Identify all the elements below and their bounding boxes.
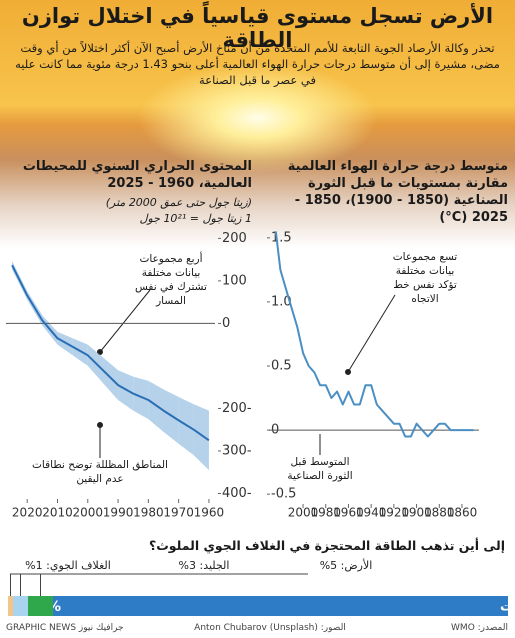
y-tick-label: 1.0 [271,294,292,309]
segment-label: المحيطات [500,600,515,615]
x-tick-label: 1880 [424,506,455,520]
leader [40,573,308,596]
line-chart: 1.51.00.50-0.520001980196019401920190018… [267,230,479,520]
x-tick-label: 1980 [310,506,341,520]
y-tick-label: 0.5 [271,359,292,374]
main-title: الأرض تسجل مستوى قياسياً في اختلال توازن… [21,4,494,52]
y-tick-label: 200 [222,231,247,246]
leader [10,573,30,596]
temp-title: متوسط درجة حرارة الهواء العالمية مقارنة … [287,159,508,225]
bar-segment [28,596,53,616]
credit: جرافيك نيوز GRAPHIC NEWS [6,623,124,633]
source: المصدر: WMO [451,623,508,633]
annotation: المتوسط قبل الثورة الصناعية [287,456,353,482]
x-tick-label: 1990 [103,506,134,520]
x-tick-label: 2000 [73,506,104,520]
ocean-note: 1 زيتا جول = 10²¹ جول [139,212,252,225]
data-line [11,264,210,442]
sunset-background [0,0,515,250]
x-tick-label: 2000 [288,506,319,520]
x-tick-label: 2020 [12,506,43,520]
y-tick-label: -0.5 [271,487,296,502]
bar-title: إلى أين تذهب الطاقة المحتجزة في الغلاف ا… [149,538,505,553]
y-tick-label: 200- [222,401,252,416]
stacked-bar: المحيطات91%الأرض: 5%الجليد: 3%الغلاف الج… [8,558,515,616]
y-tick-label: 300- [222,443,252,458]
y-tick-label: 100 [222,273,247,288]
ocean-subtitle: (زيتا جول حتى عمق 2000 متر) [105,196,252,209]
x-tick-label: 1970 [163,506,194,520]
leader [347,294,396,373]
x-tick-label: 1960 [194,506,225,520]
bar-segment [53,596,508,616]
leader-dot [345,369,351,375]
uncertainty-band [193,404,209,471]
bar-segment [13,596,28,616]
x-tick-label: 1960 [333,506,364,520]
data-line [274,231,474,438]
leader-dot [97,422,103,428]
leader [99,289,151,353]
x-tick-label: 1940 [356,506,387,520]
x-tick-label: 1900 [401,506,432,520]
photo-credit: الصور: Anton Chubarov (Unsplash) [194,623,346,633]
intro: تحذر وكالة الأرصاد الجوية التابعة للأمم … [15,41,500,87]
segment-label: الغلاف الجوي: 1% [25,559,111,572]
x-tick-label: 1980 [133,506,164,520]
x-tick-label: 1920 [379,506,410,520]
x-tick-label: 1860 [447,506,478,520]
y-tick-label: 0 [222,316,230,331]
ocean-title: المحتوى الحراري السنوي للمحيطات العالمية… [22,159,252,191]
annotation: المناطق المظللة توضح نطاقات عدم اليقين [32,459,168,485]
segment-label: الأرض: 5% [320,558,373,572]
segment-label: الجليد: 3% [179,559,230,572]
bar-segment [8,596,13,616]
annotation: تسع مجموعات بيانات مختلفة تؤكد نفس خط ال… [392,251,458,305]
y-tick-label: 1.5 [271,230,292,245]
annotation-leaders [97,289,396,458]
y-tick-label: 400- [222,486,252,501]
x-tick-label: 2010 [42,506,73,520]
leader [20,573,166,596]
annotation: أربع مجموعات بيانات مختلفة تشترك في نفس … [135,253,207,307]
leader-dot [97,349,103,355]
